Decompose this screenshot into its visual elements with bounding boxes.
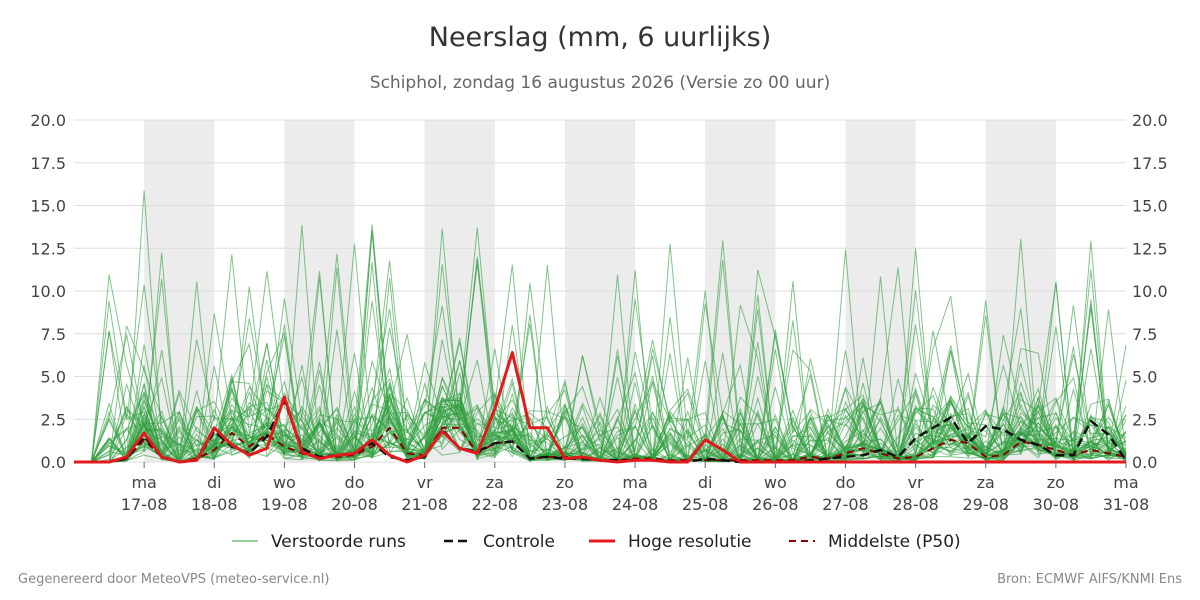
main-series-lines	[74, 351, 1128, 464]
x-tick-date: 23-08	[542, 495, 589, 514]
y-tick-label-left: 5.0	[41, 368, 66, 387]
x-tick-date: 26-08	[752, 495, 799, 514]
x-tick-day: zo	[556, 473, 574, 492]
chart-title: Neerslag (mm, 6 uurlijks)	[428, 22, 772, 53]
x-tick-day: ma	[1113, 473, 1138, 492]
x-tick-date: 29-08	[962, 495, 1009, 514]
x-tick-date: 30-08	[1033, 495, 1080, 514]
x-tick-day: wo	[273, 473, 296, 492]
footer-generated-by: Gegenereerd door MeteoVPS (meteo-service…	[18, 572, 330, 587]
x-tick-date: 19-08	[261, 495, 308, 514]
y-tick-label-left: 0.0	[41, 453, 66, 472]
legend-high-res-label: Hoge resolutie	[628, 532, 752, 552]
x-tick-date: 28-08	[892, 495, 939, 514]
legend: Verstoorde runs Controle Hoge resolutie Mid…	[232, 532, 961, 552]
x-tick-date: 22-08	[472, 495, 519, 514]
y-axis-right: 0.0 2.5 5.0 7.5 10.0 12.5 15.0 17.5 20.0	[1132, 111, 1168, 472]
y-tick-label-left: 10.0	[30, 282, 66, 301]
legend-p50-label: Middelste (P50)	[828, 532, 961, 552]
high-res-line	[74, 351, 1126, 464]
chart-subtitle: Schiphol, zondag 16 augustus 2026 (Versi…	[369, 73, 831, 93]
y-tick-label-right: 5.0	[1132, 368, 1157, 387]
x-tick-date: 18-08	[191, 495, 238, 514]
x-tick-date: 17-08	[121, 495, 168, 514]
y-tick-label-right: 15.0	[1132, 197, 1168, 216]
y-axis-left: 0.0 2.5 5.0 7.5 10.0 12.5 15.0 17.5 20.0	[30, 111, 66, 472]
y-tick-label-right: 20.0	[1132, 111, 1168, 130]
x-tick-day: di	[698, 473, 713, 492]
x-tick-date: 21-08	[401, 495, 448, 514]
y-tick-label-right: 17.5	[1132, 154, 1168, 173]
ensemble-member-line	[74, 350, 1127, 463]
y-tick-label-right: 10.0	[1132, 282, 1168, 301]
x-tick-day: ma	[131, 473, 156, 492]
y-tick-label-left: 20.0	[30, 111, 66, 130]
x-tick-day: wo	[764, 473, 787, 492]
ensemble-member-line	[74, 381, 1127, 463]
x-tick-date: 20-08	[331, 495, 378, 514]
y-tick-label-left: 12.5	[30, 239, 66, 258]
x-tick-day: do	[345, 473, 365, 492]
x-tick-day: vr	[417, 473, 433, 492]
x-tick-date: 25-08	[682, 495, 729, 514]
x-tick-day: di	[207, 473, 222, 492]
y-tick-label-left: 15.0	[30, 197, 66, 216]
x-tick-day: vr	[908, 473, 924, 492]
x-tick-date: 27-08	[822, 495, 869, 514]
x-tick-day: za	[486, 473, 504, 492]
y-tick-label-right: 2.5	[1132, 410, 1157, 429]
x-axis: ma 17-08 di 18-08 wo 19-08 do 20-08 vr 21-08 za 22-…	[121, 462, 1149, 514]
y-tick-label-right: 0.0	[1132, 453, 1157, 472]
y-tick-label-right: 12.5	[1132, 239, 1168, 258]
x-tick-day: za	[977, 473, 995, 492]
ensemble-member-line	[74, 248, 1127, 463]
y-tick-label-left: 17.5	[30, 154, 66, 173]
y-tick-label-left: 7.5	[41, 325, 66, 344]
footer-source: Bron: ECMWF AIFS/KNMI Ens	[997, 572, 1182, 587]
x-tick-day: do	[835, 473, 855, 492]
x-tick-date: 31-08	[1103, 495, 1150, 514]
x-tick-day: ma	[622, 473, 647, 492]
x-tick-date: 24-08	[612, 495, 659, 514]
x-tick-day: zo	[1047, 473, 1065, 492]
y-tick-label-left: 2.5	[41, 410, 66, 429]
legend-ensemble-label: Verstoorde runs	[271, 532, 406, 552]
legend-control-label: Controle	[483, 532, 555, 552]
y-tick-label-right: 7.5	[1132, 325, 1157, 344]
